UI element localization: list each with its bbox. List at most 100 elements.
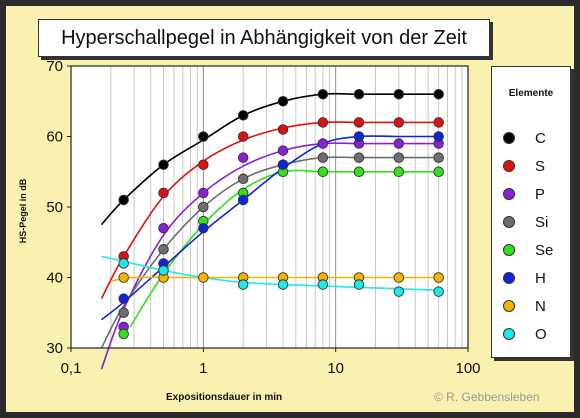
x-axis-label: Expositionsdauer in min (166, 392, 283, 403)
legend-item-o: O (503, 325, 547, 343)
fit-curve-o (101, 255, 439, 291)
data-point-h (198, 222, 209, 234)
data-point-o (158, 265, 169, 276)
data-point-c (198, 131, 209, 142)
data-point-o (118, 258, 129, 269)
data-point-s (393, 117, 405, 128)
fit-curve-s (100, 121, 439, 299)
legend-label: N (535, 297, 546, 315)
chart-title: Hyperschallpegel in Abhängigkeit von der… (38, 19, 490, 57)
data-point-p (393, 138, 405, 149)
legend-item-si: Si (503, 213, 548, 231)
legend-label: Se (535, 241, 554, 259)
data-point-se (393, 166, 405, 177)
data-point-h (237, 194, 249, 206)
data-point-h (353, 131, 365, 142)
data-point-si (393, 152, 405, 163)
data-point-s (237, 131, 249, 142)
data-point-o (433, 286, 444, 297)
data-point-si (237, 173, 249, 185)
y-tick-label: 40 (46, 270, 63, 287)
data-point-se (433, 166, 444, 177)
y-tick-label: 70 (46, 58, 63, 75)
data-point-s (198, 159, 209, 170)
legend-item-n: N (503, 297, 546, 315)
data-point-se (317, 166, 329, 177)
data-point-si (353, 152, 365, 163)
data-point-h (277, 159, 289, 170)
legend-label: P (535, 185, 546, 203)
data-point-c (237, 110, 249, 121)
legend-marker (503, 132, 515, 144)
legend-label: S (535, 157, 546, 175)
data-point-o (353, 279, 365, 290)
data-point-o (277, 279, 289, 290)
data-point-p (277, 145, 289, 156)
data-point-o (393, 286, 405, 297)
data-point-h (118, 293, 129, 304)
legend-label: O (535, 325, 547, 343)
fit-curve-si (100, 156, 439, 349)
x-tick-label: 0,1 (61, 360, 82, 377)
data-point-s (353, 117, 365, 128)
legend: Elemente C S P Si Se H N O (491, 66, 571, 358)
data-point-p (317, 138, 329, 149)
data-point-se (353, 166, 365, 177)
data-point-si (433, 152, 444, 163)
legend-marker (503, 300, 515, 312)
data-point-o (317, 279, 329, 290)
data-point-n (393, 272, 405, 283)
legend-marker (503, 188, 515, 200)
fit-curve-p (100, 142, 439, 370)
data-point-s (277, 124, 289, 135)
legend-label: H (535, 269, 546, 287)
y-tick-label: 60 (46, 129, 63, 146)
data-point-c (433, 88, 444, 100)
fit-curve-c (100, 92, 439, 226)
fit-curve-n (110, 276, 439, 282)
legend-label: Si (535, 213, 549, 231)
data-point-si (317, 152, 329, 163)
data-point-p (237, 152, 249, 163)
data-point-h (433, 131, 444, 142)
legend-item-c: C (503, 129, 546, 147)
legend-title: Elemente (508, 88, 554, 99)
data-point-c (277, 95, 289, 107)
y-tick-label: 30 (46, 340, 63, 357)
data-point-n (433, 272, 444, 283)
legend-marker (503, 244, 515, 256)
data-point-s (158, 187, 169, 199)
data-point-n (118, 272, 129, 283)
legend-item-se: Se (503, 241, 553, 259)
plot-area (71, 66, 468, 348)
copyright-text: © R. Gebbensleben (434, 390, 540, 404)
data-point-se (118, 328, 129, 340)
data-point-c (118, 194, 129, 206)
data-point-p (158, 222, 169, 234)
data-point-c (317, 88, 329, 100)
data-point-c (158, 159, 169, 170)
y-axis-label: HS-Pegel in dB (18, 178, 28, 244)
data-point-s (433, 117, 444, 128)
legend-marker (503, 328, 515, 340)
legend-item-p: P (503, 185, 545, 203)
legend-item-s: S (503, 157, 545, 175)
data-point-si (158, 244, 169, 255)
legend-item-h: H (503, 269, 546, 287)
legend-marker (503, 160, 515, 172)
data-point-s (317, 117, 329, 128)
legend-label: C (535, 129, 546, 147)
data-point-o (237, 279, 249, 290)
data-point-si (198, 201, 209, 213)
data-point-n (198, 272, 209, 283)
data-point-si (118, 307, 129, 319)
y-tick-label: 50 (46, 199, 63, 216)
x-tick-label: 10 (327, 360, 344, 377)
fit-curve-h (101, 135, 439, 321)
x-tick-label: 1 (199, 360, 207, 377)
data-point-c (393, 88, 405, 100)
legend-marker (503, 272, 515, 284)
legend-marker (503, 216, 515, 228)
data-point-p (198, 187, 209, 199)
